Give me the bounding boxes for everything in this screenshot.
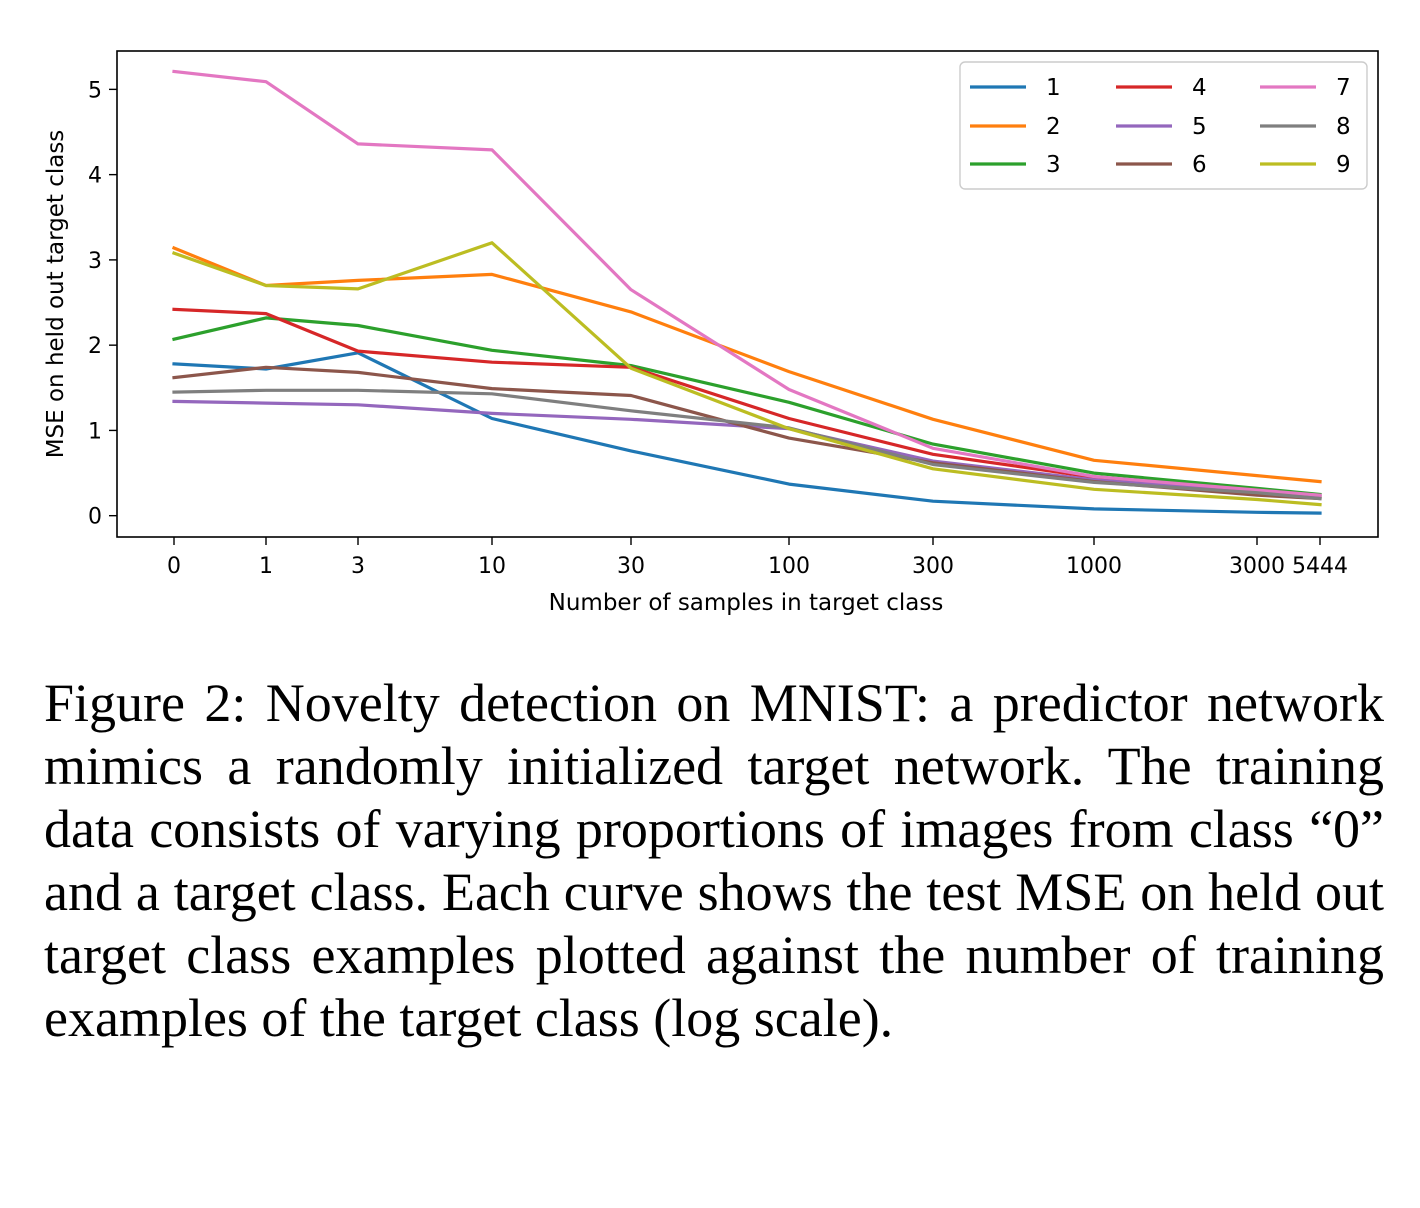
- x-tick-label: 1000: [1066, 554, 1122, 579]
- series-line-2: [171, 245, 1322, 484]
- x-tick-label: 100: [768, 554, 810, 579]
- legend: 1 2 3 4 5 6 7 8 9: [959, 61, 1368, 190]
- y-tick-label: 1: [88, 419, 102, 444]
- series-line-1: [172, 351, 1322, 515]
- series-line-7: [172, 69, 1322, 497]
- legend-label-5: 5: [1192, 114, 1207, 140]
- series-line-5: [172, 399, 1322, 498]
- legend-label-4: 4: [1192, 75, 1207, 101]
- y-axis-label: MSE on held out target class: [43, 130, 69, 459]
- x-axis-label: Number of samples in target class: [549, 590, 944, 616]
- y-tick-label: 2: [88, 334, 102, 359]
- plot-lines: [171, 69, 1322, 515]
- x-tick-label: 10: [478, 554, 506, 579]
- figure-caption: Figure 2: Novelty detection on MNIST: a …: [44, 673, 1384, 1048]
- x-tick-label: 300: [912, 554, 954, 579]
- y-tick-label: 3: [88, 249, 102, 274]
- legend-label-2: 2: [1046, 114, 1061, 140]
- y-axis-ticks: 0 1 2 3 4 5: [88, 78, 117, 530]
- plot-frame: [116, 50, 1379, 538]
- legend-label-3: 3: [1046, 152, 1061, 178]
- line-chart: 0 1 3 10 30 100 300 1000 3000 5444 0 1 2 3 4 5 Number …: [43, 50, 1379, 616]
- x-tick-label: 3000: [1229, 554, 1285, 579]
- y-tick-label: 0: [88, 505, 102, 530]
- series-line-9: [171, 241, 1322, 507]
- x-axis-ticks: 0 1 3 10 30 100 300 1000 3000 5444: [167, 537, 1348, 579]
- series-line-3: [172, 316, 1322, 497]
- x-tick-label: 1: [259, 554, 273, 579]
- series-line-8: [172, 388, 1322, 501]
- legend-label-8: 8: [1336, 114, 1351, 140]
- x-tick-label: 3: [351, 554, 365, 579]
- y-tick-label: 5: [88, 78, 102, 103]
- x-tick-label: 0: [167, 554, 181, 579]
- legend-label-7: 7: [1336, 75, 1351, 101]
- legend-label-1: 1: [1046, 75, 1061, 101]
- x-tick-label: 5444: [1292, 554, 1348, 579]
- y-tick-label: 4: [88, 164, 102, 189]
- legend-label-6: 6: [1192, 152, 1207, 178]
- legend-label-9: 9: [1336, 152, 1351, 178]
- x-tick-label: 30: [617, 554, 645, 579]
